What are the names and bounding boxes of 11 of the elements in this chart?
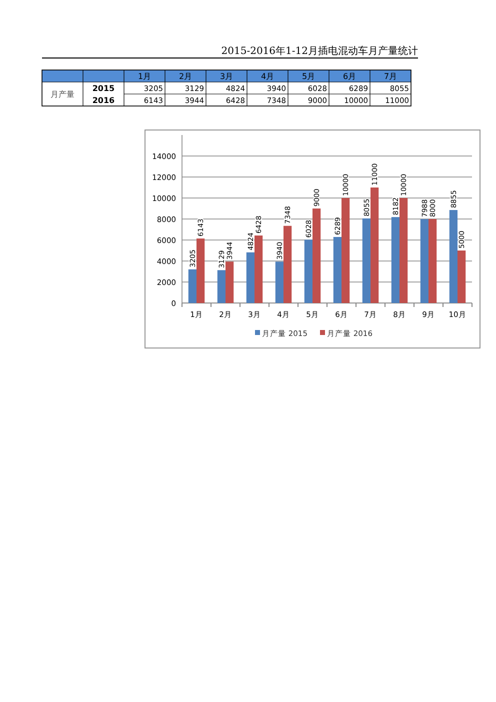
text: 月产量	[50, 90, 74, 99]
category-label: 3月	[220, 72, 234, 81]
category-label: 1月	[138, 72, 152, 81]
category-label: 2月	[178, 72, 192, 81]
category-label: 6月	[342, 72, 356, 81]
category-label: 7月	[384, 72, 398, 81]
category-label: 5月	[302, 72, 316, 81]
text: 2016	[92, 96, 116, 105]
title: 2015-2016年1-12月插电混动车月产量统计	[221, 46, 418, 57]
text: 2015	[92, 84, 116, 93]
category-label: 4月	[260, 72, 274, 81]
